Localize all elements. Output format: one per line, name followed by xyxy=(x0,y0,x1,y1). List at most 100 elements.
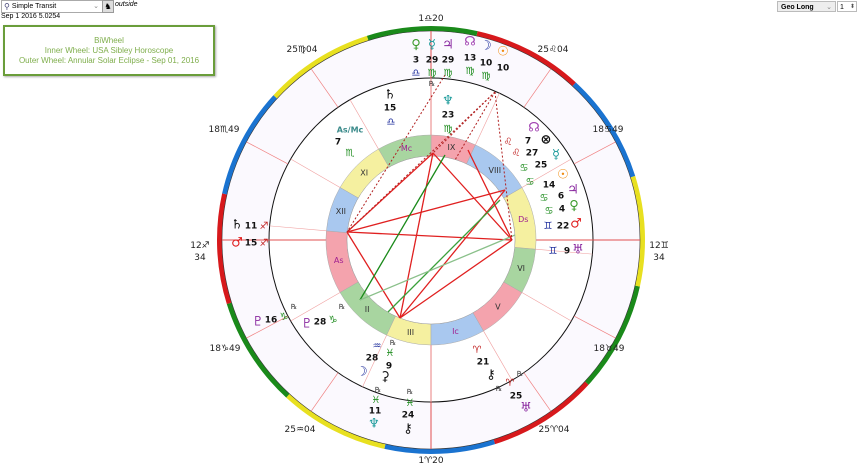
planet-jupiter-glyph-icon: ♃ xyxy=(442,38,454,53)
planet-sign-icon: ♋ xyxy=(540,193,549,204)
inner-house-cusp-line xyxy=(475,93,500,145)
planet-degree: 28 xyxy=(314,318,327,328)
retrograde-marker: ℞ xyxy=(375,386,381,394)
inner-house-cusp-line xyxy=(535,248,593,255)
planet-degree: 29 xyxy=(426,56,439,66)
planet-degree: 9 xyxy=(386,362,392,372)
planet-north-node-glyph-icon: ☊ xyxy=(528,121,540,136)
planet-degree: 25 xyxy=(535,161,548,171)
retrograde-marker: ℞ xyxy=(291,303,297,311)
planet-sign-icon: ♎ xyxy=(387,117,396,128)
outer-house-cusp-line xyxy=(573,141,616,165)
zodiac-sign-segment xyxy=(366,25,478,41)
planet-pluto-glyph-icon: ♇ xyxy=(252,315,264,330)
planet-degree: 11 xyxy=(369,407,382,417)
datestamp: Sep 1 2016 5.0254 xyxy=(1,13,61,20)
wheel-spinner[interactable]: 1 ⬍ xyxy=(837,1,857,12)
zodiac-sign-segment xyxy=(630,175,645,287)
planet-sign-icon: ♍ xyxy=(428,68,437,79)
aspect-line xyxy=(359,154,446,301)
planet-sign-icon: ♑ xyxy=(329,315,338,326)
outer-house-cusp-line xyxy=(573,315,616,339)
planet-sun-glyph-icon: ☉ xyxy=(497,45,509,60)
planet-north-node-glyph-icon: ☊ xyxy=(464,35,476,50)
planet-degree: 15 xyxy=(245,239,258,249)
zodiac-sign-segment xyxy=(222,95,278,195)
retrograde-marker: ℞ xyxy=(339,303,345,311)
planet-neptune-glyph-icon: ♆ xyxy=(442,94,454,109)
planet-sign-icon: ♋ xyxy=(526,177,535,188)
outer-house-cusp-line xyxy=(246,315,289,339)
planet-degree: 28 xyxy=(366,354,379,364)
inner-house-label: VIII xyxy=(489,166,502,175)
outside-label: outside xyxy=(115,1,138,8)
house-cusp-label: 25♈04 xyxy=(538,425,570,435)
planet-saturn-glyph-icon: ♄ xyxy=(231,218,243,233)
planet-sign-icon: ♍ xyxy=(444,68,453,79)
planet-degree: 13 xyxy=(464,54,477,64)
inner-house-cusp-line xyxy=(521,292,572,322)
chart-type-select[interactable]: ⚲ Simple Transit ⌄ xyxy=(1,0,103,13)
spinner-arrows-icon[interactable]: ⬍ xyxy=(849,4,855,10)
planet-degree: 14 xyxy=(543,181,556,191)
planet-saturn-glyph-icon: ♄ xyxy=(384,88,396,103)
inner-house-label: VI xyxy=(517,264,525,273)
planet-degree: 25 xyxy=(510,392,523,402)
planet-venus-glyph-icon: ♀ xyxy=(411,38,421,53)
planet-moon-glyph-icon: ☽ xyxy=(356,365,368,380)
inner-house-label: XI xyxy=(360,169,368,178)
aspect-line xyxy=(467,149,513,241)
planet-sign-icon: ♈ xyxy=(473,345,482,356)
inner-house-cusp-line xyxy=(290,292,341,322)
inner-house-label: Ic xyxy=(452,327,459,336)
outside-toggle-button[interactable]: ♞ xyxy=(102,0,114,13)
house-cusp-label: 18♋49 xyxy=(592,125,624,135)
chart-type-icon: ⚲ xyxy=(4,2,10,11)
planet-chiron-glyph-icon: ⚷ xyxy=(486,368,496,383)
inner-house-label: V xyxy=(495,302,501,311)
zodiac-select[interactable]: Geo Long ⌄ xyxy=(777,1,836,12)
transit-aspect-line xyxy=(494,91,513,241)
outer-house-cusp-line xyxy=(310,68,339,108)
planet-sign-icon: ♌ xyxy=(512,148,521,159)
planet-sign-icon: ♋ xyxy=(520,163,529,174)
zodiac-sign-segment xyxy=(286,393,386,449)
inner-house-cusp-line xyxy=(521,158,572,188)
planet-uranus-glyph-icon: ♅ xyxy=(520,401,532,416)
planet-as-mc-glyph-icon: As/Mc xyxy=(337,126,364,135)
title-line-3: Outer Wheel: Annular Solar Eclipse - Sep… xyxy=(18,55,200,65)
planet-degree: 6 xyxy=(558,192,564,202)
planet-sign-icon: ♍ xyxy=(444,124,453,135)
inner-house-label: II xyxy=(365,305,370,314)
chart-type-value: Simple Transit xyxy=(11,3,57,10)
retrograde-marker: ℞ xyxy=(429,80,435,88)
inner-house-cusp-line xyxy=(483,330,513,381)
planet-sign-icon: ♓ xyxy=(406,398,415,409)
transit-aspect-line xyxy=(454,91,496,161)
planet-sign-icon: ♊ xyxy=(544,221,553,232)
planet-sign-icon: ♐ xyxy=(260,221,269,232)
aspect-line xyxy=(399,239,513,319)
outer-house-cusp-line xyxy=(246,141,289,165)
aspect-line xyxy=(432,152,513,241)
zodiac-select-value: Geo Long xyxy=(781,4,814,11)
retrograde-marker: ℞ xyxy=(496,385,502,393)
inner-house-label: III xyxy=(407,328,414,337)
chart-title-box: BiWheel Inner Wheel: USA Sibley Horoscop… xyxy=(3,25,215,76)
planet-mars-glyph-icon: ♂ xyxy=(570,217,582,232)
house-cusp-label: 25♌04 xyxy=(537,45,569,55)
inner-house-label: As xyxy=(334,256,344,265)
inner-house-cusp-line xyxy=(269,225,327,232)
house-cusp-label: 12♊ 34 xyxy=(649,241,669,263)
inner-house-label: IX xyxy=(448,143,456,152)
planet-ceres-glyph-icon: ⚳ xyxy=(380,370,390,385)
title-line-1: BiWheel xyxy=(94,35,124,45)
planet-sign-icon: ♈ xyxy=(506,378,515,389)
planet-sign-icon: ♑ xyxy=(280,312,289,323)
planet-degree: 21 xyxy=(477,358,490,368)
planet-degree: 10 xyxy=(480,59,493,69)
planet-part-of-fortune-glyph-icon: ⊗ xyxy=(541,133,552,148)
house-cusp-label: 1♎20 xyxy=(418,14,444,24)
house-cusp-label: 18♏49 xyxy=(208,125,240,135)
planet-degree: 3 xyxy=(413,56,419,66)
